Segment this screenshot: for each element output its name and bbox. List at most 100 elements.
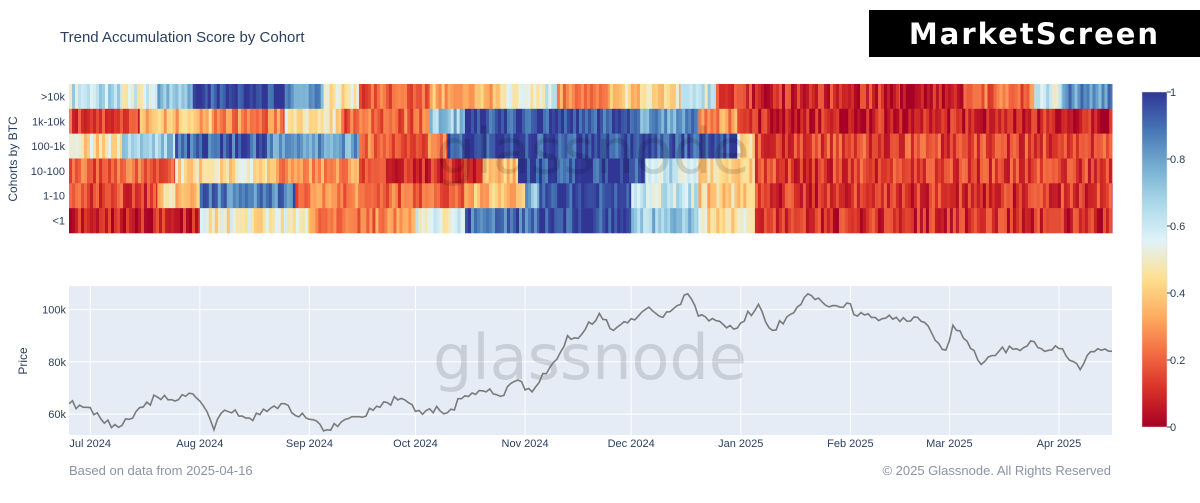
heatmap-cell (278, 158, 283, 184)
heatmap[interactable] (69, 84, 1113, 234)
heatmap-cell (895, 208, 900, 234)
heatmap-cell (805, 183, 810, 209)
heatmap-cell (587, 158, 591, 184)
heatmap-cell (928, 208, 933, 234)
heatmap-cell (808, 158, 813, 184)
heatmap-cell (1057, 183, 1062, 209)
heatmap-cell (669, 133, 673, 159)
heatmap-cell (232, 133, 236, 159)
heatmap-cell (404, 108, 408, 134)
heatmap-cell (1009, 158, 1014, 184)
heatmap-cell (554, 158, 558, 184)
heatmap-cell (833, 108, 837, 134)
heatmap-cell (824, 108, 828, 134)
heatmap-cell (1069, 158, 1074, 184)
heatmap-cell (773, 108, 777, 134)
heatmap-cell (1016, 108, 1020, 134)
heatmap-cell (576, 133, 580, 159)
heatmap-cell (1084, 158, 1089, 184)
heatmap-cell (763, 183, 768, 209)
heatmap-cell (296, 84, 301, 110)
heatmap-cell (1105, 208, 1110, 234)
heatmap-cell (326, 108, 331, 134)
heatmap-cell (539, 158, 543, 184)
heatmap-cell (463, 183, 466, 209)
marketscreen-logo[interactable]: MarketScreen (869, 10, 1200, 57)
heatmap-cell (509, 108, 514, 134)
heatmap-cell (128, 133, 132, 159)
heatmap-cell (1046, 84, 1050, 110)
heatmap-cell (844, 183, 849, 209)
heatmap-cell (560, 158, 564, 184)
heatmap-cell (479, 108, 484, 134)
heatmap-cell (498, 84, 501, 110)
heatmap-cell (605, 183, 609, 209)
heatmap-cell (551, 158, 555, 184)
heatmap-cell (713, 183, 717, 209)
heatmap-cell (429, 84, 434, 110)
heatmap-cell (1027, 208, 1032, 234)
heatmap-cell (102, 208, 106, 234)
heatmap-cell (186, 208, 190, 234)
heatmap-cell (272, 158, 277, 184)
heatmap-cell (123, 108, 127, 134)
heatmap-cell (989, 108, 993, 134)
heatmap-cell (836, 84, 840, 110)
heatmap-cell (439, 158, 444, 184)
heatmap-cell (1075, 208, 1080, 234)
heatmap-cell (459, 108, 464, 134)
heatmap-row-2 (69, 133, 1113, 159)
heatmap-cell (856, 183, 861, 209)
heatmap-cell (338, 158, 343, 184)
heatmap-cell (193, 183, 197, 209)
heatmap-cell (1009, 133, 1014, 159)
heatmap-cell (1000, 183, 1005, 209)
chart-title: Trend Accumulation Score by Cohort (60, 29, 305, 46)
heatmap-cell (364, 183, 369, 209)
heatmap-cell (289, 208, 294, 234)
heatmap-cell (459, 84, 464, 110)
heatmap-row-5 (69, 208, 1113, 234)
heatmap-cell (728, 208, 732, 234)
heatmap-cell (1103, 108, 1107, 134)
heatmap-cell (1088, 108, 1092, 134)
heatmap-cell (1081, 158, 1086, 184)
heatmap-cell (1107, 84, 1111, 110)
heatmap-cell (970, 208, 975, 234)
heatmap-cell (480, 84, 485, 110)
heatmap-cell (369, 208, 373, 234)
heatmap-cell (90, 133, 94, 159)
heatmap-cell (581, 183, 585, 209)
heatmap-cell (512, 158, 517, 184)
heatmap-cell (1051, 158, 1056, 184)
heatmap-cell (385, 183, 390, 209)
heatmap-cell (1070, 108, 1074, 134)
heatmap-cell (1018, 133, 1023, 159)
price-plot-area[interactable] (69, 286, 1112, 435)
heatmap-cell (247, 133, 251, 159)
heatmap-cell (1051, 183, 1056, 209)
price-line[interactable] (68, 292, 1113, 433)
heatmap-cell (189, 208, 193, 234)
heatmap-segment (899, 84, 964, 110)
heatmap-cell (832, 133, 837, 159)
heatmap-cell (916, 133, 921, 159)
data-date-note: Based on data from 2025-04-16 (69, 463, 253, 478)
heatmap-cell (84, 183, 88, 209)
heatmap-cell (539, 84, 543, 110)
heatmap-cell (820, 208, 825, 234)
heatmap-cell (572, 158, 576, 184)
heatmap-cell (463, 158, 468, 184)
heatmap-cell (269, 158, 274, 184)
heatmap-cell (889, 208, 894, 234)
heatmap-cell (448, 183, 453, 209)
heatmap-cell (348, 208, 352, 234)
heatmap-cell (731, 158, 735, 184)
heatmap-cell (949, 183, 954, 209)
heatmap-cell (126, 108, 130, 134)
heatmap-cell (488, 158, 493, 184)
heatmap-segment (482, 158, 519, 184)
heatmap-cell (271, 183, 276, 209)
heatmap-cell (223, 158, 227, 184)
heatmap-cell (473, 183, 478, 209)
